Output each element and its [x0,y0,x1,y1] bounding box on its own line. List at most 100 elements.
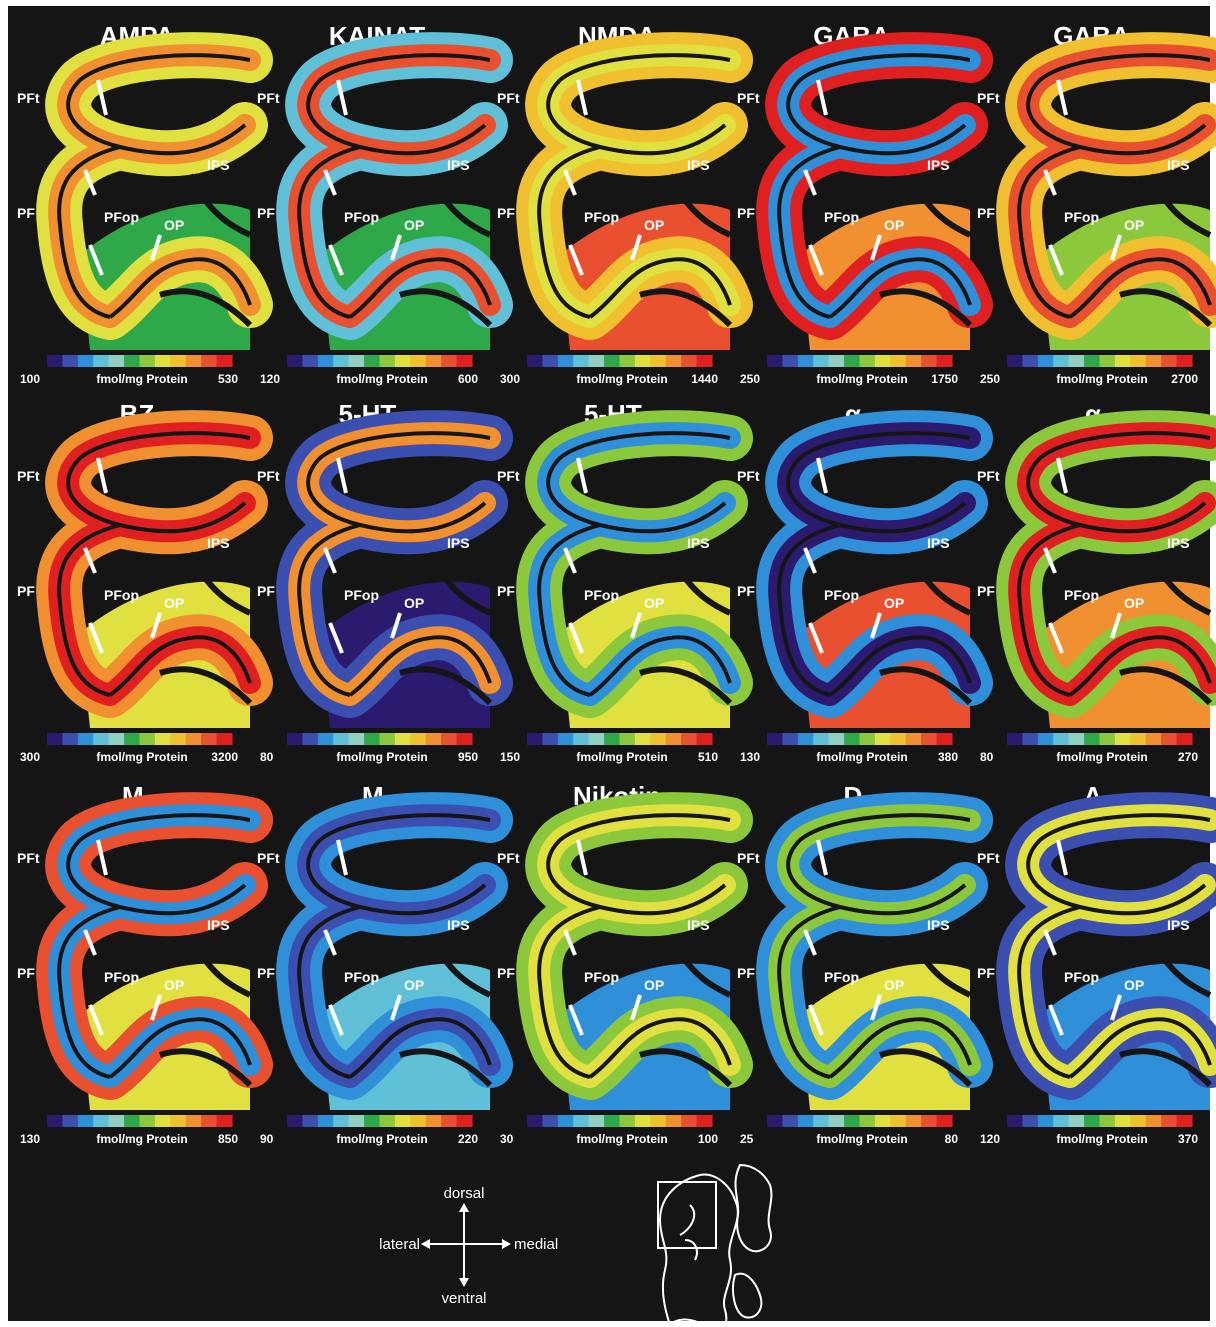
colorbar-segment [318,733,334,745]
colorbar-max: 2700 [1171,372,1198,386]
region-label: PF [737,583,755,599]
colorbar-segment [542,355,558,367]
colorbar-segment [364,355,380,367]
colorbar-segment [1084,355,1100,367]
colorbar-segment [906,1115,922,1127]
colorbar-segment [635,1115,651,1127]
region-label: PFop [824,969,859,985]
colorbar-segment [1130,1115,1146,1127]
colorbar-min: 130 [740,750,760,764]
region-label: OP [164,217,184,233]
colorbar-segment [782,733,798,745]
colorbar-segment [426,355,442,367]
colorbar-segment [318,1115,334,1127]
colorbar-unit: fmol/mg Protein [1056,372,1147,386]
colorbar-segment [782,1115,798,1127]
colorbar-segment [140,1115,156,1127]
colorbar-max: 510 [698,750,718,764]
region-label: PFt [977,850,1000,866]
region-label: OP [644,595,664,611]
colorbar-segment [47,733,63,745]
colorbar-segment [1038,355,1054,367]
region-label: PF [257,205,275,221]
colorbar-segment [1115,355,1131,367]
colorbar-segment [1038,1115,1054,1127]
colorbar-segment [1177,1115,1193,1127]
colorbar-segment [302,1115,318,1127]
colorbar-max: 1440 [691,372,718,386]
colorbar-segment [93,1115,109,1127]
colorbar-segment [620,1115,636,1127]
colorbar-segment [1084,733,1100,745]
colorbar-segment [380,355,396,367]
colorbar-unit: fmol/mg Protein [1056,1132,1147,1146]
colorbar-segment [287,1115,303,1127]
colorbar-segment [813,1115,829,1127]
region-label: OP [164,977,184,993]
region-label: PF [977,205,995,221]
colorbar-segment [875,355,891,367]
colorbar-segment [1146,355,1162,367]
colorbar-segment [635,355,651,367]
region-label: PFop [584,969,619,985]
colorbar-segment [604,355,620,367]
colorbar-segment [829,355,845,367]
orient-lateral: lateral [379,1236,420,1253]
colorbar-segment [140,355,156,367]
colorbar-unit: fmol/mg Protein [96,1132,187,1146]
colorbar-segment [217,733,233,745]
colorbar-segment [124,1115,140,1127]
colorbar-segment [1069,733,1085,745]
region-label: PF [977,965,995,981]
colorbar-segment [798,733,814,745]
colorbar-min: 120 [260,372,280,386]
colorbar-segment [604,733,620,745]
colorbar-segment [47,1115,63,1127]
region-label: PFt [257,90,280,106]
colorbar-max: 1750 [931,372,958,386]
colorbar-segment [441,355,457,367]
colorbar-segment [666,733,682,745]
colorbar-segment [1084,1115,1100,1127]
colorbar-max: 100 [698,1132,718,1146]
colorbar-max: 370 [1178,1132,1198,1146]
colorbar-segment [1130,733,1146,745]
region-label: OP [1124,595,1144,611]
region-label: PFt [497,850,520,866]
colorbar-segment [697,1115,713,1127]
colorbar-segment [1007,355,1023,367]
region-label: IPS [1167,157,1190,173]
region-label: PFt [737,468,760,484]
region-label: IPS [927,917,950,933]
colorbar-segment [302,733,318,745]
region-label: PF [257,583,275,599]
colorbar-segment [937,355,953,367]
region-label: PFt [257,468,280,484]
colorbar-segment [217,355,233,367]
colorbar-segment [62,355,78,367]
colorbar-segment [186,733,202,745]
colorbar-unit: fmol/mg Protein [336,1132,427,1146]
colorbar-segment [1161,1115,1177,1127]
colorbar-segment [681,1115,697,1127]
colorbar-segment [1100,1115,1116,1127]
colorbar-segment [767,355,783,367]
colorbar-min: 90 [260,1132,274,1146]
colorbar-segment [844,1115,860,1127]
region-label: IPS [927,157,950,173]
colorbar-segment [1177,733,1193,745]
colorbar-segment [140,733,156,745]
colorbar-segment [457,1115,473,1127]
colorbar-max: 850 [218,1132,238,1146]
colorbar-segment [937,733,953,745]
region-label: PFop [584,587,619,603]
colorbar-unit: fmol/mg Protein [336,372,427,386]
colorbar-segment [349,1115,365,1127]
region-label: PFt [977,90,1000,106]
colorbar-max: 600 [458,372,478,386]
colorbar-segment [62,733,78,745]
colorbar-segment [1038,733,1054,745]
colorbar-segment [937,1115,953,1127]
colorbar-segment [860,733,876,745]
colorbar-segment [875,733,891,745]
